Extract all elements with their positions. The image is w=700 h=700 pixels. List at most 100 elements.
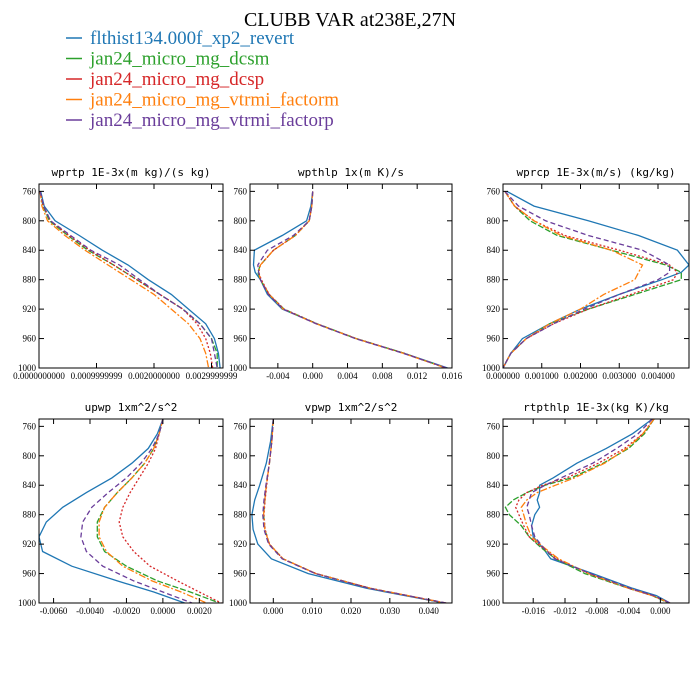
series-line-jan24-micro-mg-vtrmi-factorm [520,419,671,603]
y-tick-label: 840 [487,245,501,255]
series-line-jan24-micro-mg-dcsp [263,419,445,603]
y-tick-label: 960 [23,569,37,579]
x-tick-label: 0.0000 [151,606,176,616]
legend: flthist134.000f_xp2_revertjan24_micro_mg… [66,28,339,131]
y-tick-label: 840 [487,480,501,490]
y-tick-label: 920 [487,304,501,314]
legend-label-jan24-micro-mg-dcsm: jan24_micro_mg_dcsm [89,49,270,70]
panels: wprtp 1E-3x(m kg)/(s kg) 760 800 840 880 920 9… [13,166,690,616]
y-tick-label: 800 [487,451,501,461]
y-tick-label: 800 [234,216,248,226]
y-tick-label: 1000 [482,363,501,373]
y-tick-label: 960 [234,569,248,579]
series-line-jan24-micro-mg-vtrmi-factorm [262,419,447,603]
x-tick-label: -0.0020 [113,606,141,616]
y-tick-label: 960 [234,334,248,344]
series-line-flthist134-000f-xp2-revert [39,419,185,603]
series-line-jan24-micro-mg-vtrmi-factorp [503,190,671,368]
x-tick-label: -0.004 [617,606,641,616]
y-tick-label: 880 [23,510,37,520]
y-tick-label: 840 [23,245,37,255]
panel-rtpthlp: rtpthlp 1E-3x(kg K)/kg 760 800 840 880 920 960… [482,401,690,616]
x-tick-label: 0.004 [337,371,358,381]
x-tick-label: -0.012 [553,606,576,616]
panel-upwp: upwp 1xm^2/s^27608008408809209601000-0.0… [18,401,224,616]
series-line-jan24-micro-mg-vtrmi-factorm [258,191,447,368]
series-line-jan24-micro-mg-vtrmi-factorp [526,419,671,603]
y-tick-label: 760 [487,421,501,431]
series-line-jan24-micro-mg-dcsm [504,419,669,603]
plot-frame [38,183,224,369]
series-line-jan24-micro-mg-dcsp [118,419,222,603]
x-tick-label: -0.004 [266,371,290,381]
x-tick-label: 0.002000 [564,371,598,381]
x-tick-label: 0.0020000000 [128,371,180,381]
series-line-jan24-micro-mg-dcsp [39,191,214,368]
panel-title: upwp 1xm^2/s^2 [85,401,178,414]
y-tick-label: 960 [487,569,501,579]
y-tick-label: 840 [234,245,248,255]
series-line-jan24-micro-mg-vtrmi-factorp [39,191,218,368]
y-tick-label: 840 [234,480,248,490]
x-tick-label: -0.008 [585,606,609,616]
y-tick-label: 920 [234,304,248,314]
x-tick-label: 0.000 [263,606,284,616]
y-tick-label: 760 [234,186,248,196]
series-line-jan24-micro-mg-dcsp [258,191,447,368]
x-tick-label: 0.010 [302,606,323,616]
x-tick-label: -0.0040 [76,606,104,616]
y-tick-label: 880 [487,275,501,285]
x-tick-label: 0.012 [407,371,427,381]
panel-title: rtpthlp 1E-3x(kg K)/kg [523,401,669,414]
plot-frame [249,183,453,369]
y-tick-label: 1000 [229,363,248,373]
y-tick-label: 880 [234,510,248,520]
x-tick-label: 0.0000000000 [13,371,65,381]
x-tick-label: -0.0060 [40,606,68,616]
x-tick-label: 0.0020 [187,606,212,616]
legend-label-jan24-micro-mg-dcsp: jan24_micro_mg_dcsp [89,69,264,90]
y-tick-label: 1000 [482,598,501,608]
x-tick-label: 0.040 [419,606,440,616]
x-tick-label: 0.004000 [641,371,675,381]
y-tick-label: 880 [487,510,501,520]
y-tick-label: 880 [234,275,248,285]
x-tick-label: 0.016 [442,371,463,381]
legend-label-jan24-micro-mg-vtrmi-factorm: jan24_micro_mg_vtrmi_factorm [89,90,339,111]
series-line-jan24-micro-mg-dcsm [96,419,220,603]
y-tick-label: 920 [23,539,37,549]
panel-title: wpthlp 1x(m K)/s [298,166,404,179]
panel-title: wprtp 1E-3x(m kg)/(s kg) [52,166,211,179]
x-tick-label: 0.000 [650,606,671,616]
x-tick-label: -0.016 [522,606,546,616]
series-line-jan24-micro-mg-vtrmi-factorp [262,419,447,603]
y-tick-label: 760 [234,421,248,431]
y-tick-label: 1000 [229,598,248,608]
x-tick-label: 0.0029999999 [186,371,238,381]
y-tick-label: 760 [487,186,501,196]
y-tick-label: 1000 [18,363,37,373]
x-tick-label: 0.000 [303,371,324,381]
panel-title: wprcp 1E-3x(m/s) (kg/kg) [517,166,676,179]
y-tick-label: 960 [23,334,37,344]
y-tick-label: 760 [23,421,37,431]
x-tick-label: 0.003000 [602,371,636,381]
plot-frame [38,418,224,604]
y-tick-label: 840 [23,480,37,490]
figure-title: CLUBB VAR at238E,27N [244,9,456,31]
y-tick-label: 1000 [18,598,37,608]
y-tick-label: 800 [234,451,248,461]
plot-frame [502,418,690,604]
legend-label-flthist134-000f-xp2-revert: flthist134.000f_xp2_revert [90,28,295,49]
y-tick-label: 960 [487,334,501,344]
plot-frame [502,183,690,369]
y-tick-label: 800 [487,216,501,226]
series-line-jan24-micro-mg-vtrmi-factorm [98,419,207,603]
panel-wpthlp: wpthlp 1x(m K)/s 760 800 840 880 920 960 1000 -0… [229,166,463,381]
y-tick-label: 760 [23,186,37,196]
x-tick-label: 0.020 [341,606,362,616]
series-line-jan24-micro-mg-vtrmi-factorm [39,191,210,368]
series-line-flthist134-000f-xp2-revert [251,419,445,603]
x-tick-label: 0.030 [380,606,401,616]
